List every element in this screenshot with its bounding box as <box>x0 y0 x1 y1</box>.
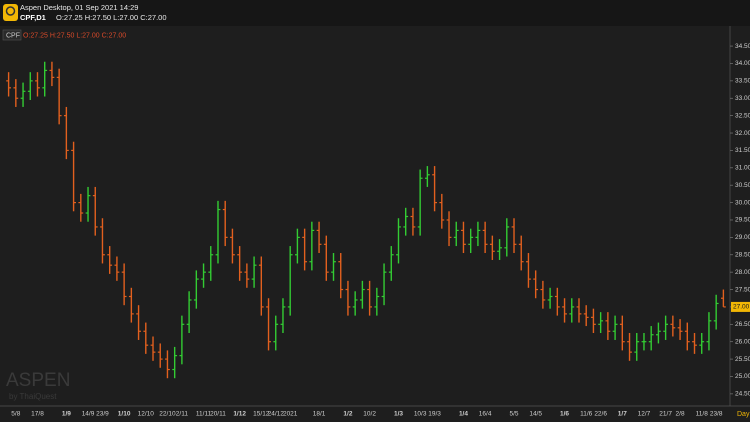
y-tick-label: 25.50 <box>735 356 750 363</box>
x-tick-label: 2/8 <box>676 411 685 418</box>
x-tick-label: 14/9 <box>82 411 95 418</box>
y-tick-label: 25.00 <box>735 373 750 380</box>
y-tick-label: 31.50 <box>735 147 750 154</box>
logo-mark <box>5 6 16 16</box>
window-title: Aspen Desktop, 01 Sep 2021 14:29 <box>20 3 138 12</box>
y-tick-label: 31.00 <box>735 165 750 172</box>
x-tick-label: 5/5 <box>509 411 518 418</box>
ohlc-header: O:27.25 H:27.50 L:27.00 C:27.00 <box>56 13 167 22</box>
x-tick-label: 14/5 <box>529 411 542 418</box>
y-tick-label: 26.00 <box>735 338 750 345</box>
watermark: ASPEN <box>6 370 70 391</box>
x-tick-label: 12/10 <box>138 411 155 418</box>
y-tick-label: 32.50 <box>735 112 750 119</box>
y-tick-label: 33.00 <box>735 95 750 102</box>
x-tick-label: 23/9 <box>96 411 109 418</box>
x-tick-label: 17/8 <box>31 411 44 418</box>
header-bar <box>0 0 750 26</box>
x-tick-label: 23/8 <box>710 411 723 418</box>
x-tick-label: 16/4 <box>479 411 492 418</box>
x-tick-label: 20/11 <box>210 411 226 418</box>
last-price-label: 27.00 <box>733 304 750 311</box>
last-price-tag <box>731 301 750 312</box>
x-tick-label: 1/7 <box>618 411 627 418</box>
y-tick-label: 33.50 <box>735 78 750 85</box>
x-tick-label: 1/4 <box>459 411 468 418</box>
y-tick-label: 29.00 <box>735 234 750 241</box>
y-tick-label: 24.50 <box>735 391 750 398</box>
y-tick-label: 30.00 <box>735 199 750 206</box>
x-tick-label: 10/2 <box>363 411 376 418</box>
ohlc-legend: O:27.25 H:27.50 L:27.00 C:27.00 <box>23 32 126 39</box>
symbol: CPF,D1 <box>20 13 46 22</box>
x-tick-label: 22/10 <box>159 411 176 418</box>
x-tick-label: 22/6 <box>594 411 607 418</box>
watermark-sub: by ThaiQuest <box>9 392 57 401</box>
y-tick-label: 30.50 <box>735 182 750 189</box>
y-tick-label: 27.50 <box>735 286 750 293</box>
x-tick-label: 21/7 <box>659 411 672 418</box>
y-tick-label: 28.50 <box>735 251 750 258</box>
x-tick-label: 1/10 <box>118 411 131 418</box>
x-tick-label: 1/9 <box>62 411 71 418</box>
x-tick-label: 2/11 <box>176 411 189 418</box>
y-tick-label: 34.00 <box>735 60 750 67</box>
x-tick-label: 1/12 <box>233 411 246 418</box>
x-tick-label: 18/1 <box>313 411 326 418</box>
x-tick-label: 1/3 <box>394 411 403 418</box>
period-label: Day <box>737 411 750 418</box>
y-tick-label: 29.50 <box>735 217 750 224</box>
x-tick-label: 1/2 <box>343 411 352 418</box>
y-tick-label: 26.50 <box>735 321 750 328</box>
x-tick-label: 19/3 <box>428 411 441 418</box>
x-tick-label: 15/12 <box>253 411 270 418</box>
y-tick-label: 32.00 <box>735 130 750 137</box>
x-tick-label: 10/3 <box>414 411 427 418</box>
symbol-tag: CPF <box>6 32 20 39</box>
x-tick-label: 12/7 <box>638 411 651 418</box>
y-tick-label: 28.00 <box>735 269 750 276</box>
y-tick-label: 34.50 <box>735 43 750 50</box>
x-tick-label: 24/12 <box>268 411 285 418</box>
x-tick-label: 11/6 <box>580 411 593 418</box>
x-tick-label: 11/8 <box>696 411 709 418</box>
x-tick-label: 5/8 <box>11 411 20 418</box>
symbol-tag-box <box>2 29 22 41</box>
x-tick-label: 2021 <box>283 411 298 418</box>
x-tick-label: 1/6 <box>560 411 569 418</box>
x-tick-label: 11/11 <box>196 411 212 418</box>
